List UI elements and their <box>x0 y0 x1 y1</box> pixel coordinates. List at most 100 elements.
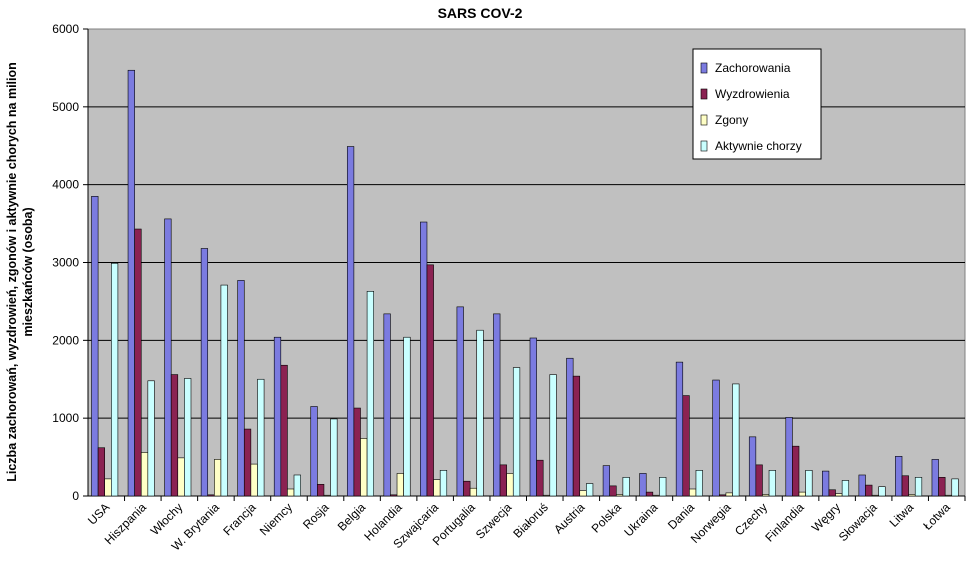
bar-zachorowania <box>127 69 135 497</box>
bar-zachorowania <box>822 470 830 497</box>
bar-zachorowania <box>931 459 939 497</box>
bar-zachorowania <box>200 248 209 497</box>
legend-swatch <box>700 114 708 126</box>
legend-box <box>692 48 822 160</box>
bar-wyzdrowienia <box>317 484 325 497</box>
bar-wyzdrowienia <box>572 375 581 497</box>
bar-zachorowania <box>675 361 684 497</box>
bar-wyzdrowienia <box>828 489 836 497</box>
category-label: Rosja <box>300 500 332 532</box>
bar-wyzdrowienia <box>390 494 398 497</box>
bar-wyzdrowienia <box>134 228 142 497</box>
bar-zachorowania <box>895 456 903 497</box>
y-tick-label: 6000 <box>52 22 79 36</box>
bar-zachorowania <box>602 465 610 497</box>
y-tick-label: 5000 <box>52 100 79 114</box>
bar-zgony <box>104 478 112 497</box>
bar-zachorowania <box>310 406 318 497</box>
bar-aktywnie-chorzy <box>878 486 886 497</box>
bar-zgony <box>214 459 222 497</box>
category-label: Finlandia <box>762 500 807 545</box>
bar-wyzdrowienia <box>97 447 105 497</box>
bar-wyzdrowienia <box>792 445 800 497</box>
bar-zachorowania <box>858 474 866 497</box>
bar-wyzdrowienia <box>865 484 873 497</box>
bar-aktywnie-chorzy <box>330 418 338 497</box>
legend-label: Aktywnie chorzy <box>715 139 802 153</box>
bar-aktywnie-chorzy <box>586 483 594 497</box>
bar-aktywnie-chorzy <box>147 380 155 497</box>
bar-wyzdrowienia <box>499 464 507 497</box>
y-axis-label: Liczba zachorowań, wyzdrowień, zgonów i … <box>5 62 35 482</box>
bar-zachorowania <box>346 146 355 497</box>
category-label: Francja <box>220 500 258 538</box>
bar-aktywnie-chorzy <box>622 477 630 497</box>
bar-aktywnie-chorzy <box>659 477 667 497</box>
bar-zachorowania <box>164 218 172 497</box>
category-label: Białoruś <box>510 500 551 541</box>
bar-zachorowania <box>493 313 501 497</box>
bar-zachorowania <box>712 379 720 497</box>
category-label: USA <box>85 500 112 527</box>
bar-zgony <box>689 488 697 497</box>
bars <box>91 69 959 497</box>
bar-zachorowania <box>237 280 245 497</box>
bar-zgony <box>542 494 551 497</box>
bar-wyzdrowienia <box>243 428 252 497</box>
bar-zgony <box>360 438 368 497</box>
bar-zgony <box>652 494 660 497</box>
category-label: Słowacja <box>836 500 880 544</box>
bar-zgony <box>396 473 404 497</box>
bar-zachorowania <box>420 221 428 497</box>
y-tick-label: 2000 <box>52 333 79 347</box>
category-label: Norwegia <box>688 500 734 546</box>
bar-zgony <box>506 473 514 497</box>
bar-aktywnie-chorzy <box>914 477 923 497</box>
bar-aktywnie-chorzy <box>768 470 776 497</box>
bar-zgony <box>250 463 258 497</box>
category-label: Belgia <box>335 500 369 534</box>
bar-aktywnie-chorzy <box>111 262 119 497</box>
bar-aktywnie-chorzy <box>695 470 703 497</box>
category-label: Litwa <box>887 500 917 530</box>
bar-zgony <box>177 457 185 497</box>
bar-zachorowania <box>456 306 464 497</box>
bar-wyzdrowienia <box>463 480 471 497</box>
bar-wyzdrowienia <box>280 364 288 497</box>
bar-aktywnie-chorzy <box>732 383 740 497</box>
bar-wyzdrowienia <box>901 475 909 497</box>
category-label: Łotwa <box>920 500 953 533</box>
bar-zachorowania <box>273 336 282 497</box>
bar-aktywnie-chorzy <box>366 290 374 497</box>
y-tick-label: 0 <box>72 489 79 503</box>
bar-zachorowania <box>383 313 391 497</box>
bar-zgony <box>433 479 441 497</box>
bar-aktywnie-chorzy <box>512 367 521 497</box>
legend-label: Zachorowania <box>715 61 791 75</box>
bar-zgony <box>287 488 295 497</box>
bar-aktywnie-chorzy <box>549 374 557 497</box>
bar-zgony <box>762 494 770 497</box>
bar-zachorowania <box>785 417 793 497</box>
bar-aktywnie-chorzy <box>257 378 265 497</box>
legend: Zachorowania Wyzdrowienia Zgony Aktywnie ch… <box>692 48 822 160</box>
bar-zgony <box>725 492 733 497</box>
bar-aktywnie-chorzy <box>951 478 959 497</box>
category-label: Szwecja <box>473 500 515 542</box>
bar-aktywnie-chorzy <box>805 470 813 497</box>
bar-wyzdrowienia <box>426 264 434 497</box>
bar-zgony <box>835 493 843 497</box>
bar-zgony <box>798 491 806 497</box>
bar-zgony <box>908 494 916 497</box>
bar-zgony <box>323 494 331 497</box>
y-tick-label: 3000 <box>52 256 79 270</box>
bar-aktywnie-chorzy <box>293 474 301 497</box>
category-label: Polska <box>589 500 625 536</box>
bar-zachorowania <box>91 196 99 497</box>
bar-wyzdrowienia <box>719 494 727 497</box>
bar-zachorowania <box>639 473 647 497</box>
category-label: Ukraina <box>621 500 660 539</box>
legend-label: Zgony <box>715 113 748 127</box>
bar-aktywnie-chorzy <box>184 378 192 497</box>
